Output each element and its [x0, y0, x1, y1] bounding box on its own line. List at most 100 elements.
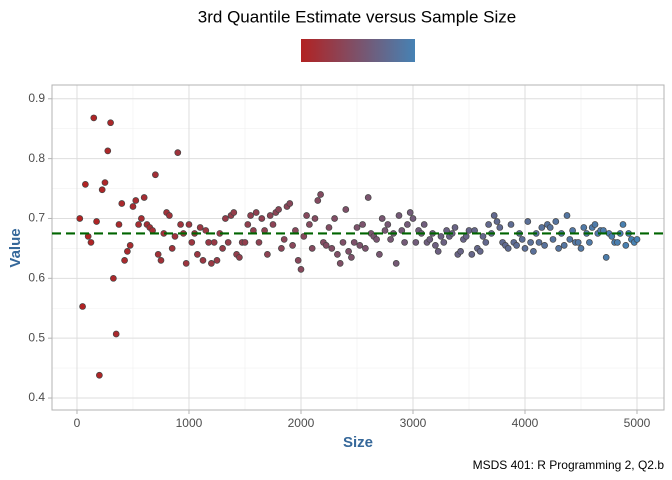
x-tick-label: 4000 [512, 416, 539, 430]
point [591, 221, 599, 228]
point [132, 197, 140, 204]
point [614, 239, 621, 246]
point [485, 221, 492, 228]
y-axis-title: Value [7, 228, 24, 267]
point [303, 212, 310, 219]
point [518, 236, 526, 243]
point [266, 212, 274, 219]
y-tick-label: 0.6 [28, 270, 45, 284]
point [362, 245, 369, 252]
point [538, 224, 546, 231]
point [188, 239, 196, 246]
color-legend [301, 39, 415, 62]
point [317, 191, 324, 198]
point [496, 224, 504, 231]
chart-title: 3rd Quantile Estimate versus Sample Size [198, 7, 516, 26]
point [348, 254, 355, 261]
x-tick-label: 1000 [176, 416, 203, 430]
point [476, 248, 484, 255]
point [224, 239, 232, 246]
y-tick-label: 0.8 [28, 151, 45, 165]
point [608, 233, 616, 240]
point [527, 239, 534, 246]
point [236, 254, 243, 261]
x-tick-label: 5000 [624, 416, 651, 430]
point [457, 248, 464, 255]
point [619, 221, 627, 228]
point [420, 221, 428, 228]
point [308, 245, 316, 252]
point [230, 209, 238, 216]
point [482, 239, 490, 246]
point [406, 209, 414, 216]
point [563, 212, 571, 219]
point [252, 209, 260, 216]
y-tick-label: 0.7 [28, 211, 45, 225]
point [213, 257, 221, 264]
point [107, 119, 114, 127]
point [196, 224, 204, 231]
point [493, 218, 501, 225]
caption: MSDS 401: R Programming 2, Q2.b [473, 458, 665, 472]
point [331, 215, 338, 222]
point [152, 171, 159, 179]
point [602, 254, 610, 261]
point [210, 239, 218, 246]
y-tick-label: 0.9 [28, 91, 45, 105]
point [325, 224, 333, 231]
point [398, 227, 406, 234]
point [524, 218, 532, 225]
point [93, 218, 100, 225]
point [311, 215, 319, 222]
point [171, 233, 179, 240]
point [79, 303, 86, 310]
point [82, 181, 89, 188]
point [541, 242, 548, 249]
point [434, 248, 442, 255]
point [339, 239, 347, 246]
point [440, 239, 448, 246]
point [222, 215, 229, 222]
point [241, 239, 249, 246]
point [140, 194, 148, 201]
point [121, 257, 128, 264]
point [322, 242, 330, 249]
point [513, 242, 520, 249]
point [381, 227, 389, 234]
point [166, 212, 173, 219]
point [294, 257, 302, 264]
point [392, 260, 400, 267]
point [264, 251, 271, 258]
point [507, 221, 515, 228]
point [157, 257, 165, 264]
point [404, 221, 411, 228]
point [342, 206, 350, 213]
point [387, 236, 394, 243]
point [364, 194, 372, 201]
point [426, 236, 434, 243]
point [289, 242, 296, 249]
point [138, 215, 145, 222]
point [110, 274, 117, 282]
point [479, 233, 487, 240]
point [174, 149, 182, 156]
point [504, 245, 512, 252]
point [314, 197, 322, 204]
point [96, 371, 103, 379]
point [98, 186, 106, 194]
point [269, 221, 277, 228]
point [154, 251, 162, 258]
point [384, 221, 392, 228]
point [286, 200, 294, 207]
point [356, 242, 364, 249]
point [168, 245, 176, 252]
point [353, 224, 361, 231]
point [395, 212, 403, 219]
point [258, 215, 266, 222]
point [76, 215, 84, 222]
point [633, 236, 641, 243]
point [255, 239, 263, 246]
point [490, 212, 498, 219]
point [185, 221, 193, 228]
point [129, 203, 137, 210]
